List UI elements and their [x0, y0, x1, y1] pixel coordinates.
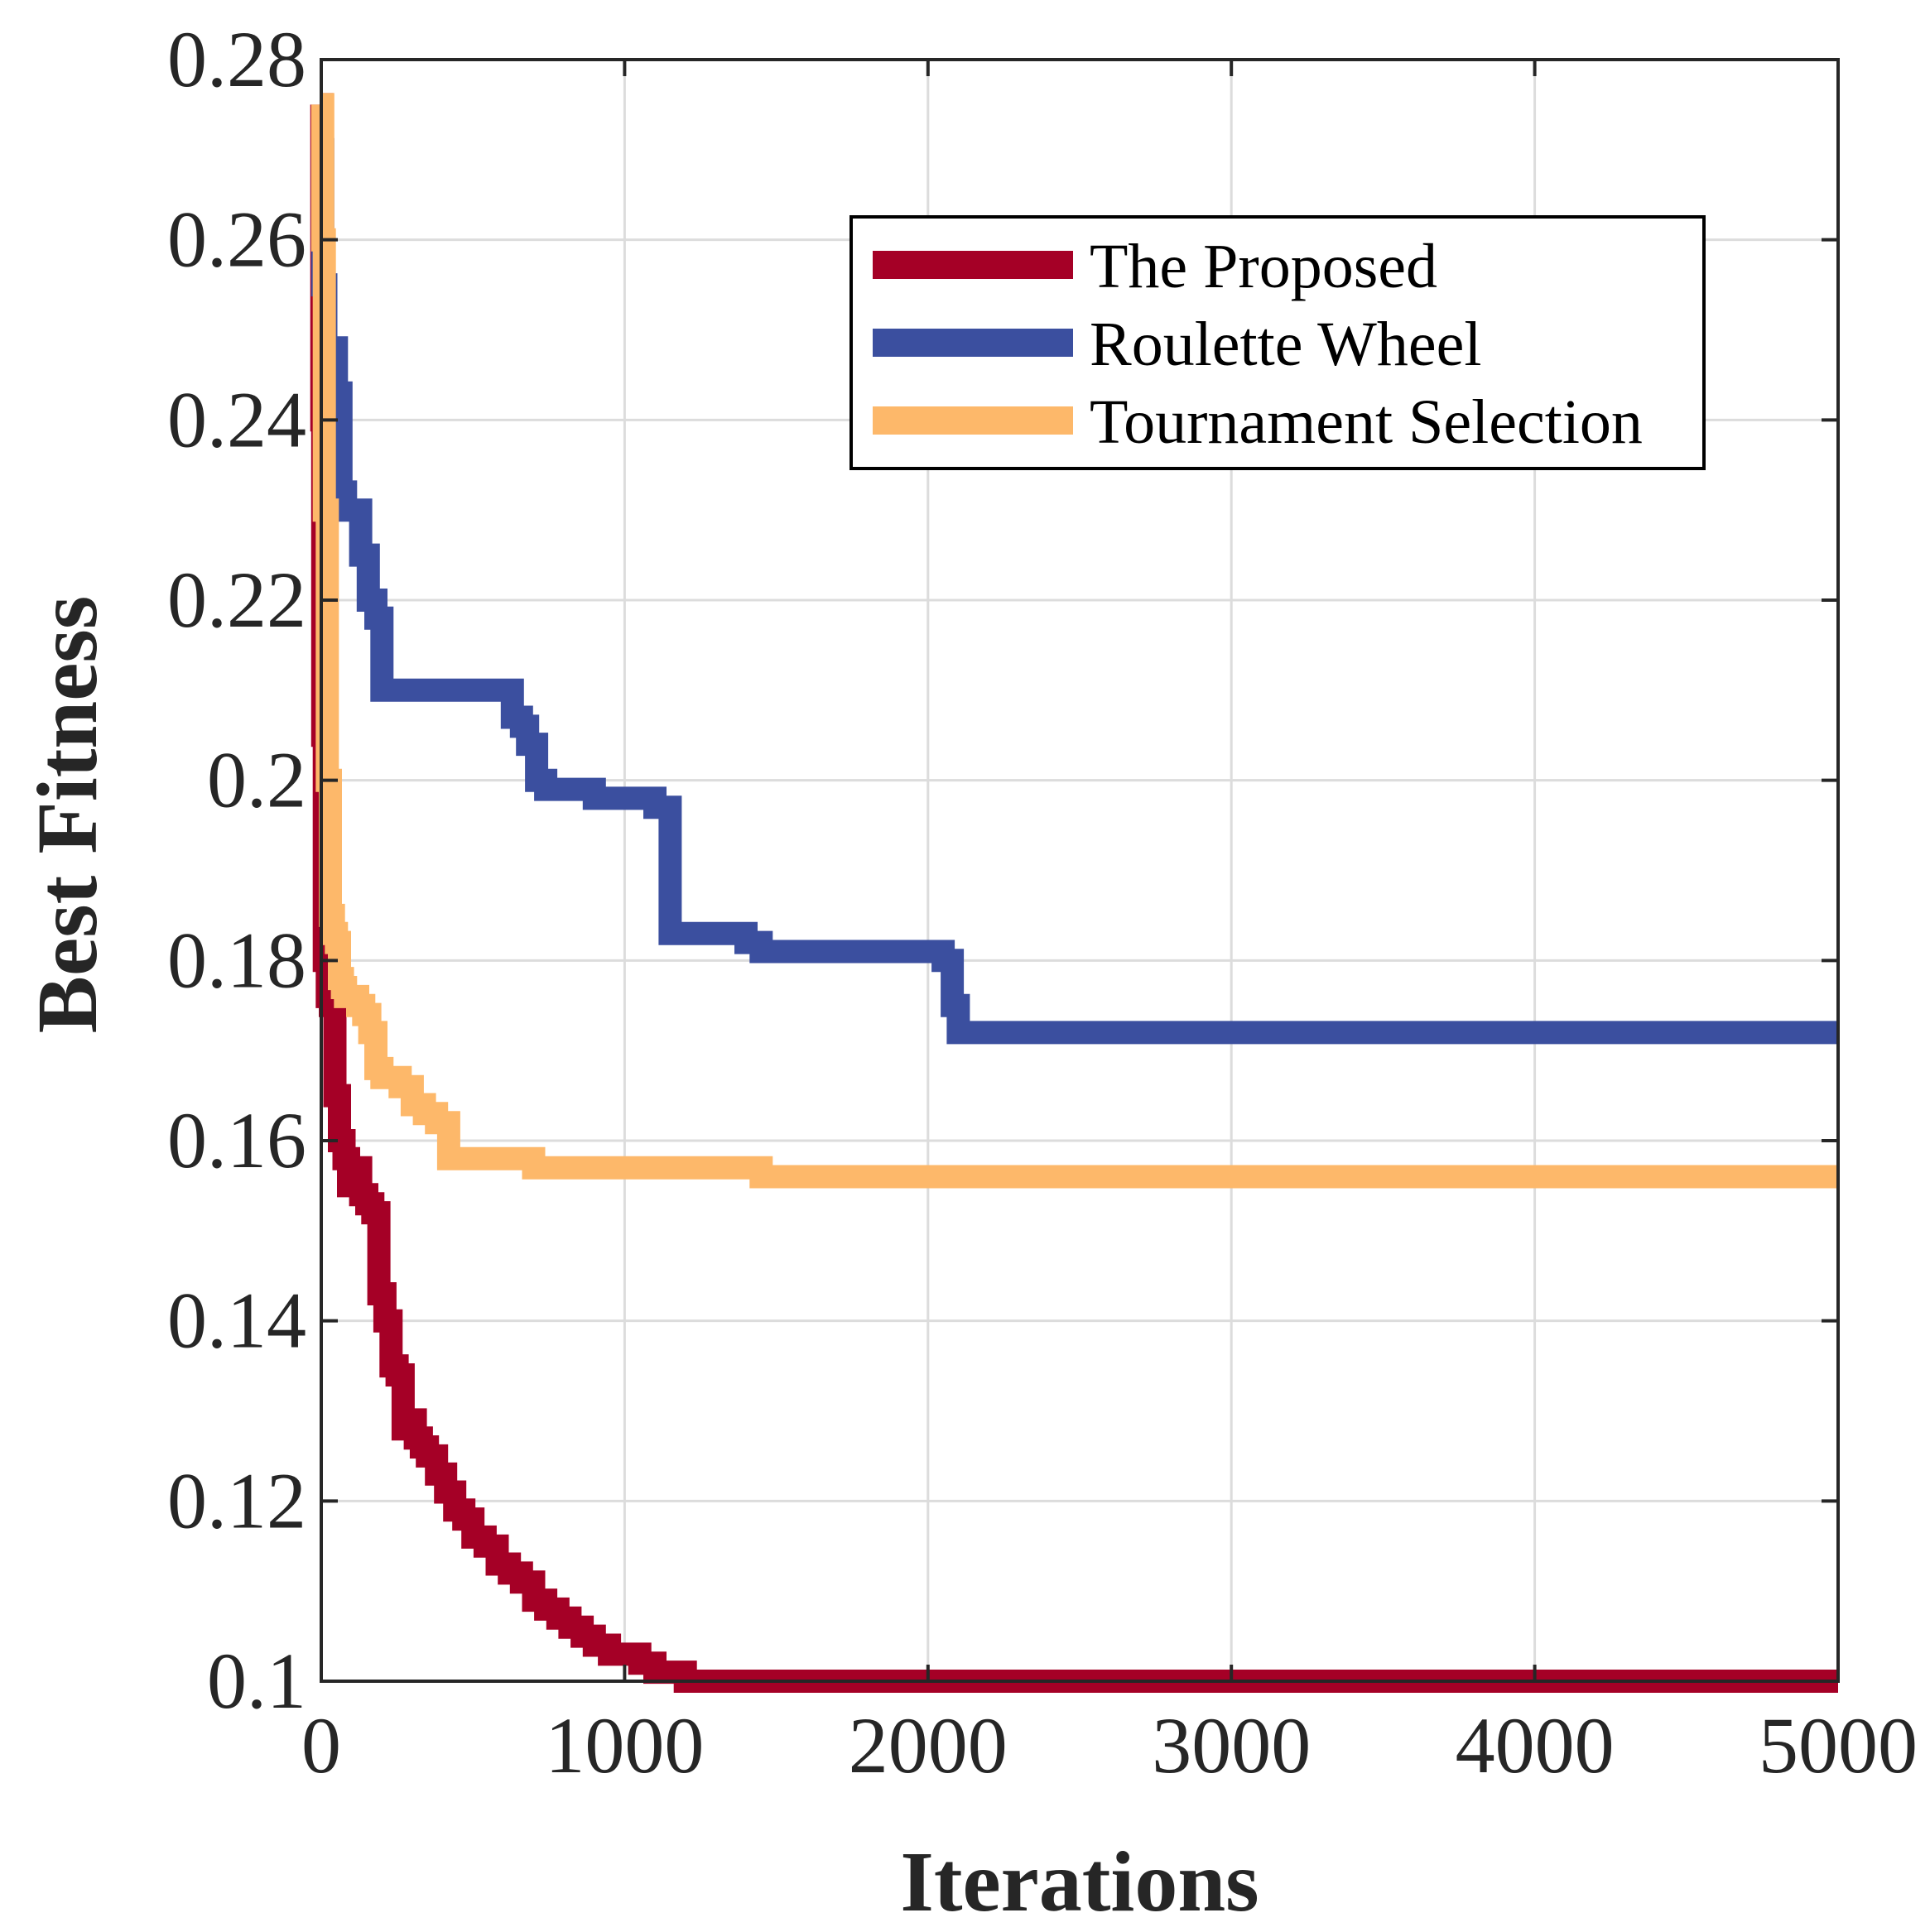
y-tick-label: 0.1: [207, 1636, 306, 1725]
y-tick-label: 0.14: [167, 1276, 306, 1365]
ticks: [320, 58, 1840, 1683]
plot-frame: [320, 58, 1840, 1683]
y-tick-label: 0.22: [167, 555, 306, 644]
legend: The Proposed Roulette Wheel Tournament S…: [849, 215, 1706, 470]
y-axis-title: Best Fitness: [20, 596, 115, 1034]
x-axis-title: Iterations: [900, 1834, 1259, 1930]
series-lines: [310, 93, 1838, 1693]
series-line-tournament-selection: [310, 93, 1838, 1189]
y-tick-label: 0.16: [167, 1096, 306, 1185]
x-tick-label: 4000: [1456, 1701, 1615, 1790]
y-tick-label: 0.18: [167, 916, 306, 1004]
y-tick-label: 0.24: [167, 375, 306, 464]
legend-label-roulette: Roulette Wheel: [1090, 310, 1481, 379]
series-line-the-proposed: [310, 93, 1838, 1693]
series-line-roulette-wheel: [310, 137, 1838, 1045]
x-tick-label: 0: [301, 1701, 341, 1790]
x-tick-label: 5000: [1759, 1701, 1918, 1790]
x-tick-label: 2000: [849, 1701, 1008, 1790]
x-tick-label: 1000: [545, 1701, 704, 1790]
y-tick-label: 0.26: [167, 195, 306, 284]
tick-labels: 0 1000 2000 3000 4000 5000 0.1 0.12 0.14 0.16 0.18…: [167, 15, 1918, 1790]
legend-label-proposed: The Proposed: [1090, 232, 1437, 301]
y-tick-label: 0.28: [167, 15, 306, 103]
y-tick-label: 0.12: [167, 1456, 306, 1545]
x-tick-label: 3000: [1152, 1701, 1311, 1790]
legend-label-tournament: Tournament Selection: [1090, 387, 1643, 457]
y-tick-label: 0.2: [207, 736, 306, 824]
